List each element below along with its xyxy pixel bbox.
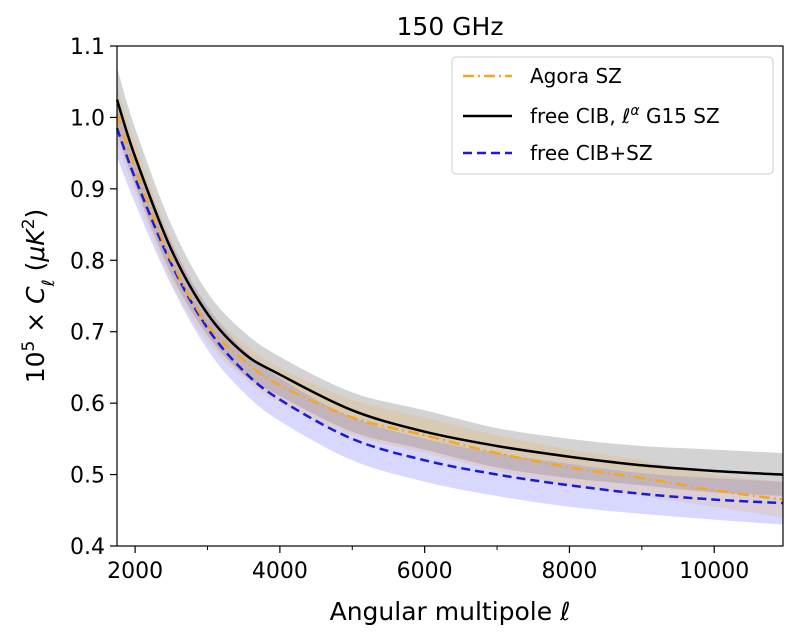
y-tick-label-1: 1.0 <box>70 106 105 131</box>
x-tick-label-4000: 4000 <box>252 559 308 584</box>
x-tick-label-10000: 10000 <box>679 559 749 584</box>
legend-label-free-cib-sz: free CIB+SZ <box>530 141 653 165</box>
ticks-layer: 2000 4000 6000 8000 10000 0.4 0.5 0.6 0.7 0.8 0.9 1… <box>70 35 749 584</box>
y-tick-label-0.4: 0.4 <box>70 535 105 560</box>
line-series-0 <box>115 113 784 501</box>
band-series-1 <box>117 67 783 497</box>
lines-layer <box>115 99 784 505</box>
chart-title: 150 GHz <box>397 12 504 41</box>
band-series-2 <box>117 99 783 525</box>
legend: Agora SZ free CIB, ℓα G15 SZ free CIB+SZ <box>451 56 774 175</box>
y-tick-label-0.9: 0.9 <box>70 178 105 203</box>
x-tick-label-8000: 8000 <box>541 559 597 584</box>
x-tick-label-6000: 6000 <box>397 559 453 584</box>
y-tick-label-0.6: 0.6 <box>70 392 105 417</box>
x-axis-label: Angular multipole ℓ <box>330 597 571 626</box>
plot-frame <box>116 45 784 547</box>
line-series-2 <box>115 127 784 505</box>
line-series-1 <box>115 99 784 476</box>
x-tick-label-2000: 2000 <box>107 559 163 584</box>
bands-layer <box>117 67 783 525</box>
y-axis-label: 105 × Cℓ (μK2) <box>19 209 59 384</box>
legend-label-free-cib-g15: free CIB, ℓα G15 SZ <box>530 103 720 128</box>
legend-box <box>451 56 774 175</box>
y-tick-label-1.1: 1.1 <box>70 35 105 60</box>
y-tick-label-0.7: 0.7 <box>70 321 105 346</box>
y-tick-label-0.5: 0.5 <box>70 464 105 489</box>
legend-label-agora: Agora SZ <box>530 64 622 88</box>
y-tick-label-0.8: 0.8 <box>70 249 105 274</box>
band-series-0 <box>117 85 783 518</box>
